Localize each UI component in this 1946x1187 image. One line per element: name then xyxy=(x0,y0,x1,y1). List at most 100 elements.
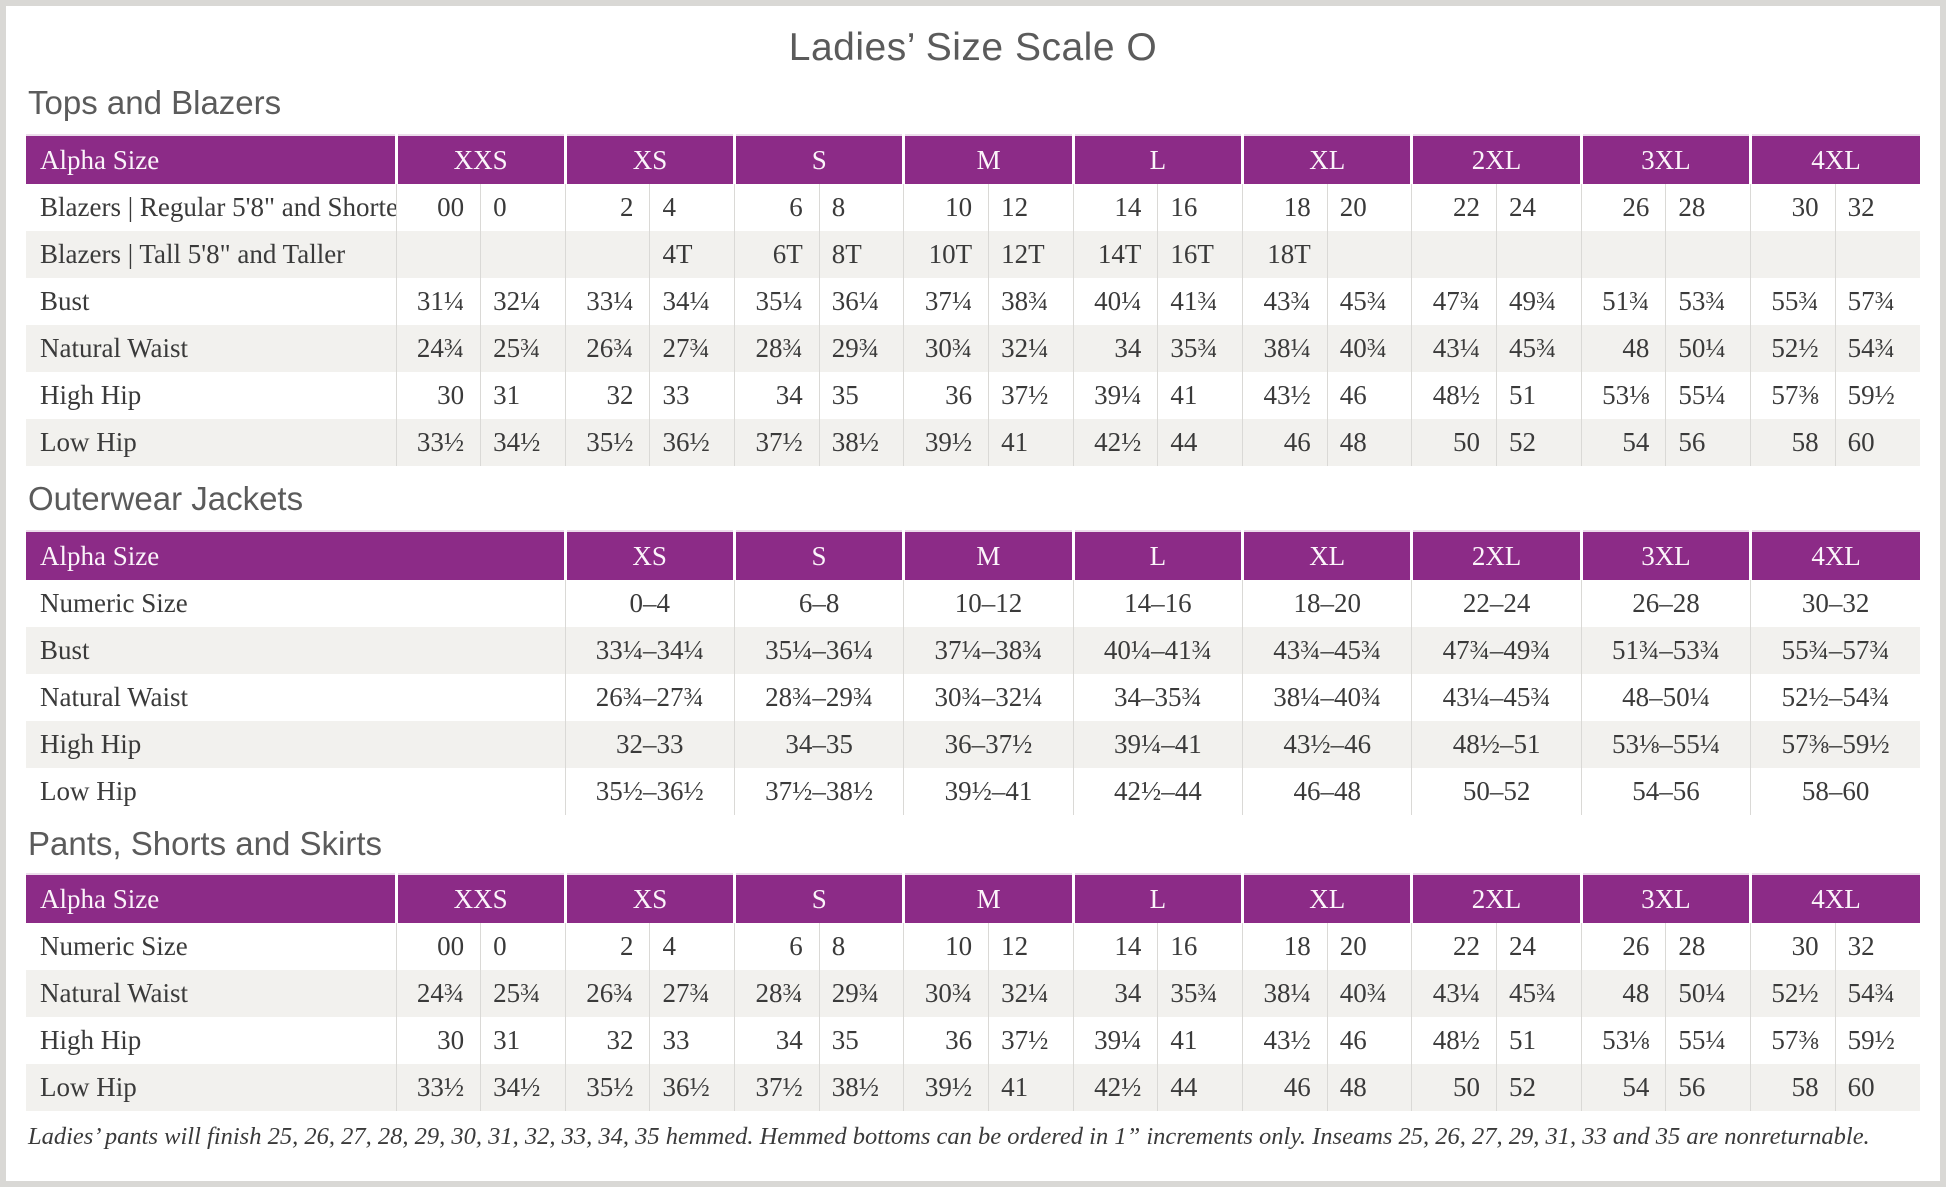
measurement-cell: 4 xyxy=(649,923,735,970)
measurement-cell: 30 xyxy=(1750,923,1836,970)
measurement-cell xyxy=(1411,231,1497,278)
measurement-cell: 35½ xyxy=(564,419,650,466)
measurement-cell: 26 xyxy=(1580,184,1666,231)
measurement-cell: 50¼ xyxy=(1665,325,1751,372)
measurement-cell: 39¼ xyxy=(1072,1017,1158,1064)
measurement-cell: 36½ xyxy=(649,1064,735,1111)
measurement-cell: 53⅛ xyxy=(1580,1017,1666,1064)
measurement-cell: 16 xyxy=(1157,923,1243,970)
measurement-cell: 14T xyxy=(1072,231,1158,278)
row-label: Natural Waist xyxy=(40,978,189,1008)
measurement-cell: 48 xyxy=(1580,325,1666,372)
measurement-cell: 0 xyxy=(480,184,566,231)
table-row: Numeric Size 00 0 2 4 6 8 10 12 14 16 18 20 22 24 26 28 3… xyxy=(26,923,1920,970)
measurement-cell: 54 xyxy=(1580,1064,1666,1111)
measurement-cell: 38½ xyxy=(818,419,904,466)
measurement-cell: 45¾ xyxy=(1326,278,1412,325)
measurement-cell: 30¾ xyxy=(903,970,989,1017)
measurement-cell: 59½ xyxy=(1834,372,1920,419)
measurement-cell: 43¼ xyxy=(1411,325,1497,372)
size-col-header-l: L xyxy=(1071,134,1243,184)
measurement-cell: 46 xyxy=(1326,1017,1412,1064)
table-row: High Hip 32–33 34–35 36–37½ 39¼–41 43½–46 48½–… xyxy=(26,721,1920,768)
measurement-cell: 20 xyxy=(1326,184,1412,231)
row-label: Bust xyxy=(40,286,90,316)
measurement-cell: 54 xyxy=(1580,419,1666,466)
measurement-cell: 18T xyxy=(1242,231,1328,278)
measurement-cell: 32¼ xyxy=(480,278,566,325)
measurement-cell: 40¼ xyxy=(1072,278,1158,325)
measurement-cell: 43¾–45¾ xyxy=(1241,627,1412,674)
measurement-cell: 12T xyxy=(988,231,1074,278)
size-col-header-2xl: 2XL xyxy=(1410,134,1582,184)
measurement-cell: 6 xyxy=(734,923,820,970)
measurement-cell: 22 xyxy=(1411,184,1497,231)
size-col-header-s: S xyxy=(733,873,904,923)
measurement-cell: 33 xyxy=(649,1017,735,1064)
size-col-header-4xl: 4XL xyxy=(1749,873,1920,923)
measurement-cell: 51¾–53¾ xyxy=(1580,627,1751,674)
measurement-cell: 38¼ xyxy=(1242,325,1328,372)
measurement-cell: 37¼–38¾ xyxy=(903,627,1074,674)
table-row: Bust 31¼ 32¼ 33¼ 34¼ 35¼ 36¼ 37¼ 38¾ 40¼ 41¾ 43¾ 45¾… xyxy=(26,278,1920,325)
measurement-cell: 57⅜–59½ xyxy=(1750,721,1920,768)
size-col-header-3xl: 3XL xyxy=(1579,873,1751,923)
measurement-cell: 53¾ xyxy=(1665,278,1751,325)
measurement-cell: 14 xyxy=(1072,923,1158,970)
table-row: Natural Waist 24¾ 25¾ 26¾ 27¾ 28¾ 29¾ 30¾ 32¼ 34 3… xyxy=(26,325,1920,372)
measurement-cell: 46 xyxy=(1242,1064,1328,1111)
measurement-cell: 43¼–45¾ xyxy=(1411,674,1582,721)
measurement-cell: 33 xyxy=(649,372,735,419)
measurement-cell: 37½–38½ xyxy=(733,768,904,815)
measurement-cell: 43½ xyxy=(1242,1017,1328,1064)
measurement-cell: 34 xyxy=(734,372,820,419)
measurement-cell: 42½ xyxy=(1072,1064,1158,1111)
measurement-cell: 27¾ xyxy=(649,970,735,1017)
size-col-header-xl: XL xyxy=(1240,530,1412,580)
measurement-cell: 52½ xyxy=(1750,325,1836,372)
table-row: Natural Waist 26¾–27¾ 28¾–29¾ 30¾–32¼ 34–35¾… xyxy=(26,674,1920,721)
measurement-cell: 45¾ xyxy=(1496,970,1582,1017)
size-col-header-2xl: 2XL xyxy=(1410,530,1582,580)
measurement-cell: 10 xyxy=(903,923,989,970)
measurement-cell: 37½ xyxy=(734,1064,820,1111)
measurement-cell: 33½ xyxy=(395,419,481,466)
measurement-cell: 32 xyxy=(564,1017,650,1064)
measurement-cell: 41 xyxy=(988,419,1074,466)
measurement-cell: 52½ xyxy=(1750,970,1836,1017)
measurement-cell: 22–24 xyxy=(1411,580,1582,627)
measurement-cell: 25¾ xyxy=(480,325,566,372)
measurement-cell: 28 xyxy=(1665,184,1751,231)
measurement-cell: 12 xyxy=(988,923,1074,970)
measurement-cell: 31 xyxy=(480,372,566,419)
measurement-cell: 44 xyxy=(1157,419,1243,466)
measurement-cell: 56 xyxy=(1665,419,1751,466)
measurement-cell: 45¾ xyxy=(1496,325,1582,372)
pants-shorts-skirts-table-container: Alpha Size XXS XS S M L XL 2XL 3XL 4XL Numeric Siz… xyxy=(6,873,1940,1111)
measurement-cell xyxy=(1665,231,1751,278)
measurement-cell: 36 xyxy=(903,1017,989,1064)
measurement-cell: 30¾ xyxy=(903,325,989,372)
measurement-cell: 26 xyxy=(1580,923,1666,970)
measurement-cell: 37¼ xyxy=(903,278,989,325)
row-label: Natural Waist xyxy=(40,333,189,363)
measurement-cell: 51 xyxy=(1496,1017,1582,1064)
measurement-cell: 35½ xyxy=(564,1064,650,1111)
measurement-cell: 39¼–41 xyxy=(1072,721,1243,768)
measurement-cell: 44 xyxy=(1157,1064,1243,1111)
measurement-cell: 49¾ xyxy=(1496,278,1582,325)
measurement-cell: 40¾ xyxy=(1326,970,1412,1017)
row-label: Bust xyxy=(40,635,90,665)
measurement-cell: 30 xyxy=(1750,184,1836,231)
measurement-cell: 30¾–32¼ xyxy=(903,674,1074,721)
measurement-cell: 26–28 xyxy=(1580,580,1751,627)
size-col-header-l: L xyxy=(1071,530,1243,580)
measurement-cell: 41 xyxy=(988,1064,1074,1111)
table-row: Natural Waist 24¾ 25¾ 26¾ 27¾ 28¾ 29¾ 30¾ 32¼ 34 3… xyxy=(26,970,1920,1017)
measurement-cell: 50 xyxy=(1411,1064,1497,1111)
measurement-cell: 43½–46 xyxy=(1241,721,1412,768)
measurement-cell: 00 xyxy=(395,184,481,231)
measurement-cell: 18–20 xyxy=(1241,580,1412,627)
measurement-cell: 40¾ xyxy=(1326,325,1412,372)
